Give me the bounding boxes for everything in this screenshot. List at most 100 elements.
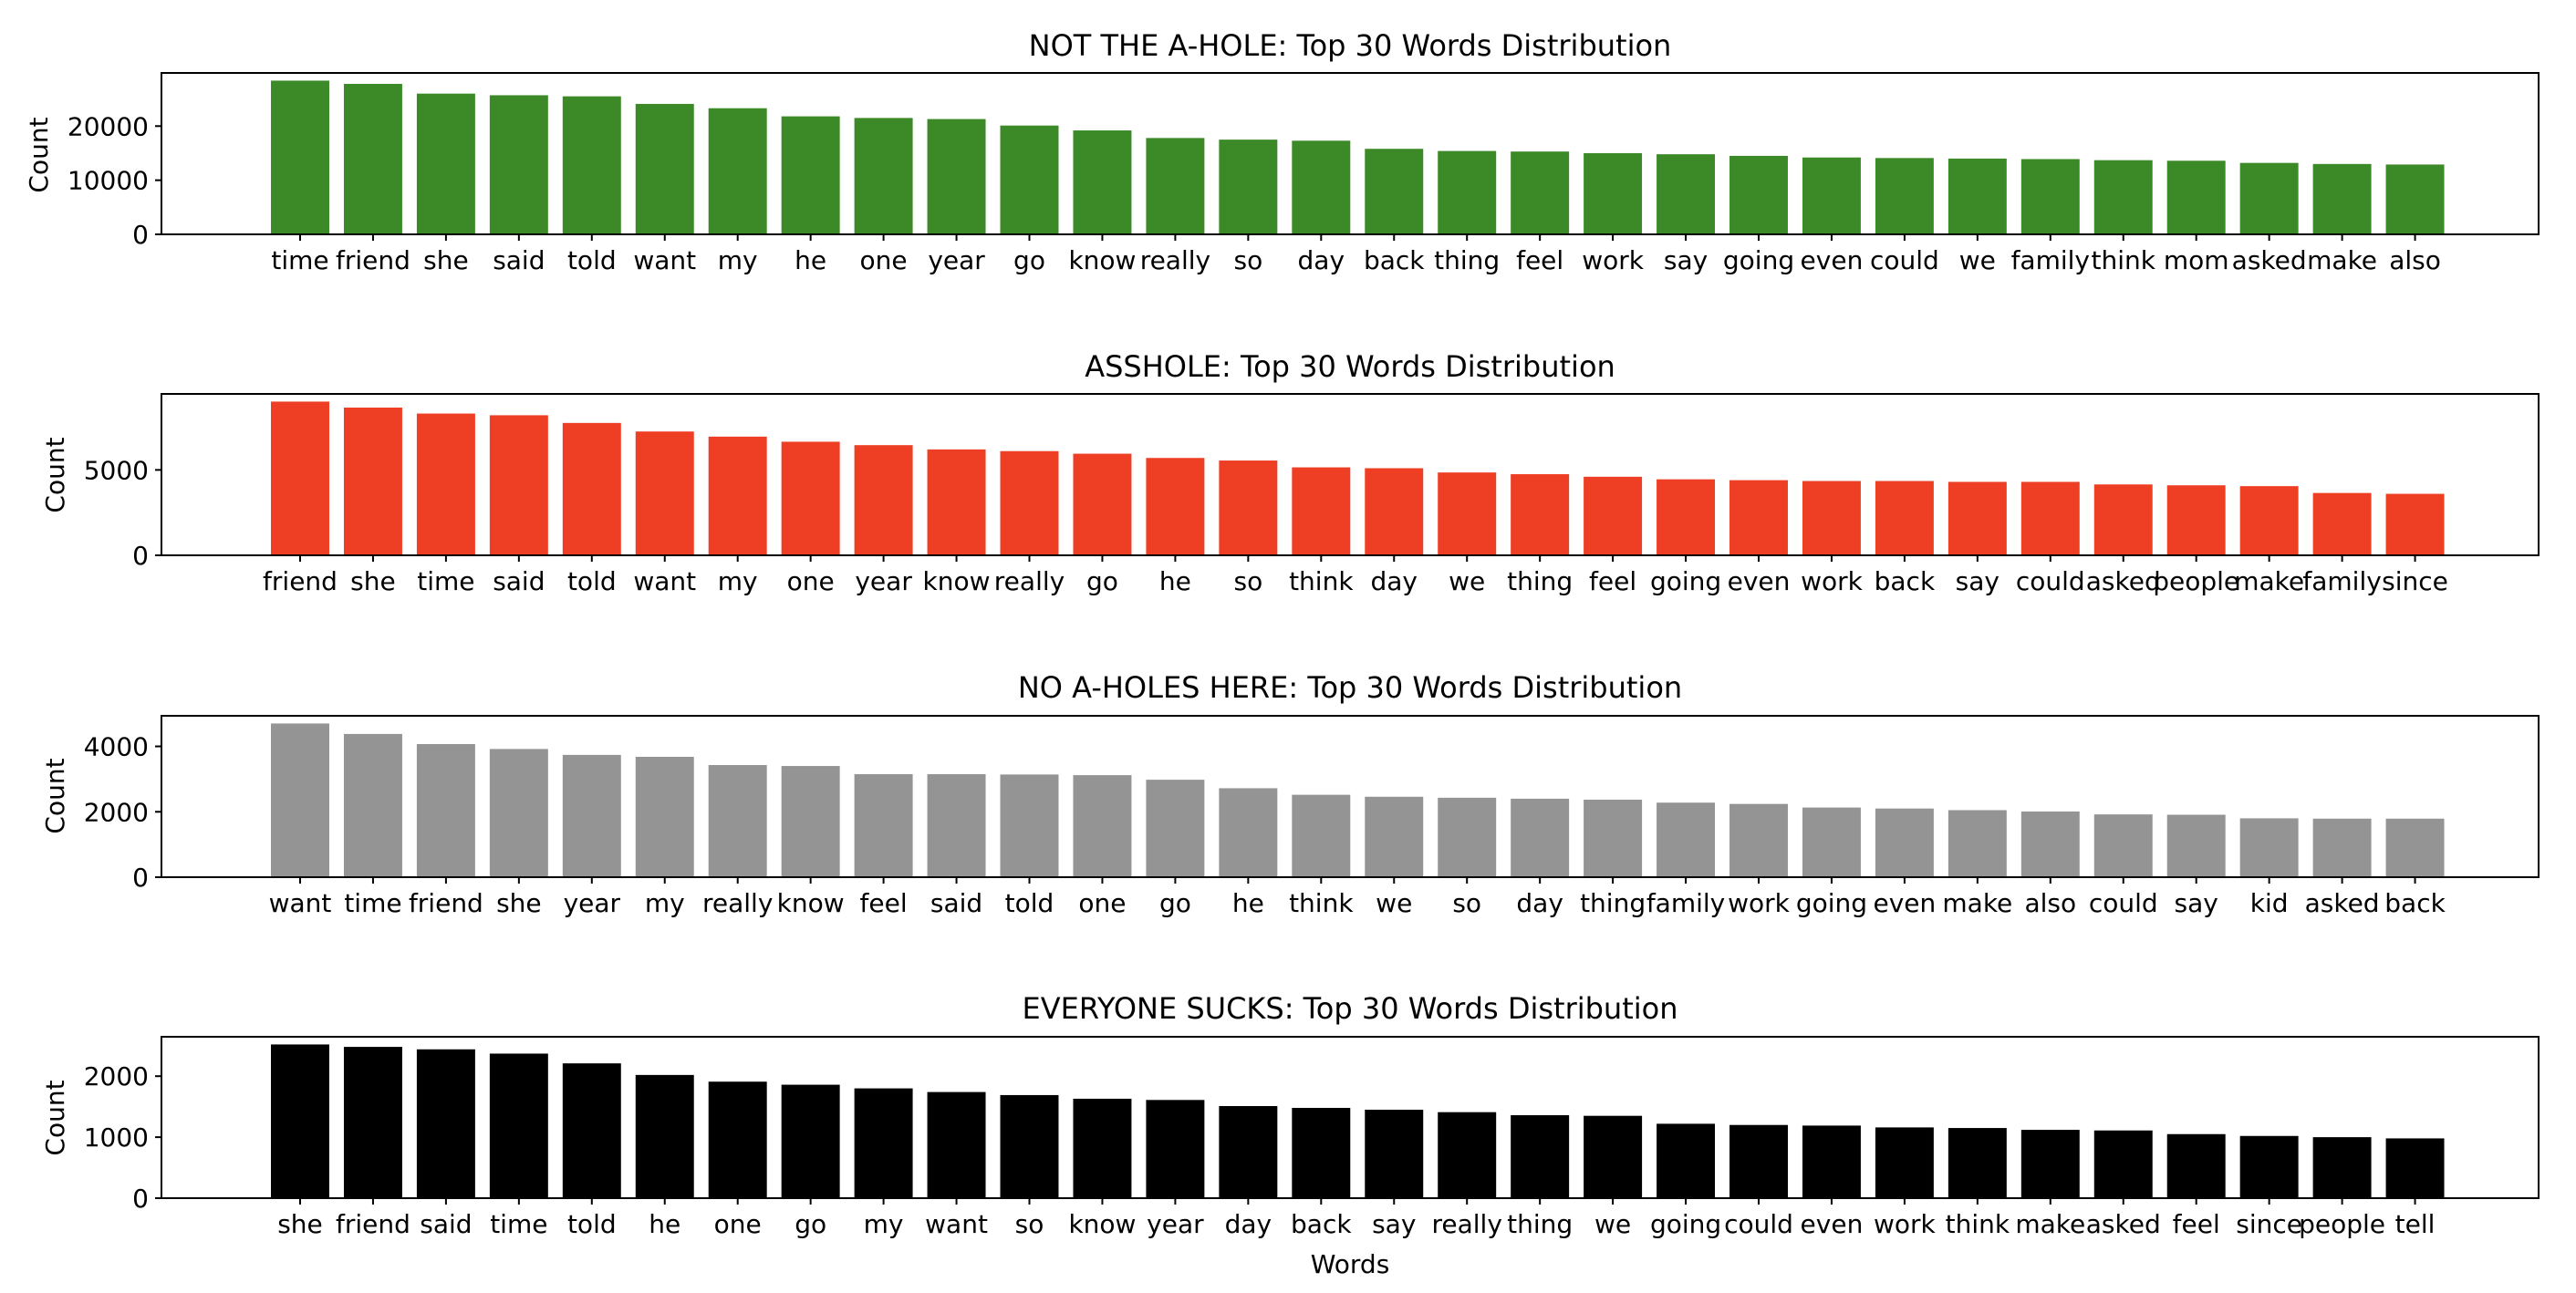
- x-tick-label: my: [864, 1209, 904, 1239]
- bar-we: [1948, 158, 2007, 234]
- bar-told: [562, 422, 621, 555]
- x-tick-label: feel: [2173, 1209, 2220, 1239]
- bar-people: [2312, 1137, 2372, 1198]
- x-tick-label: even: [1801, 245, 1864, 275]
- panel-not-the-a-hole: NOT THE A-HOLE: Top 30 Words Distributio…: [24, 28, 2540, 275]
- x-tick-label: one: [714, 1209, 762, 1239]
- bar-one: [708, 1081, 767, 1198]
- bar-said: [489, 95, 548, 234]
- x-tick-label: said: [493, 566, 545, 596]
- bar-asked: [2093, 1130, 2153, 1198]
- x-tick-label: going: [1723, 245, 1794, 275]
- bar-she: [416, 93, 475, 234]
- x-tick-label: told: [567, 245, 617, 275]
- x-tick-label: time: [417, 566, 474, 596]
- x-tick-label: my: [718, 245, 758, 275]
- x-tick-label: so: [1233, 566, 1262, 596]
- bar-year: [927, 119, 986, 234]
- bar-could: [2093, 814, 2153, 877]
- x-tick-label: day: [1516, 888, 1563, 918]
- bar-people: [2166, 485, 2226, 555]
- bar-thing: [1511, 474, 1570, 555]
- x-tick-label: friend: [263, 566, 338, 596]
- bar-really: [1146, 138, 1205, 234]
- axes-frame: [161, 72, 2540, 235]
- bar-going: [1802, 807, 1861, 877]
- x-tick-label: really: [702, 888, 773, 918]
- bar-one: [1073, 775, 1132, 877]
- bars: [271, 723, 2445, 877]
- x-tick-label: think: [1946, 1209, 2010, 1239]
- bar-go: [1146, 780, 1205, 877]
- bar-know: [1073, 130, 1132, 234]
- y-axis: 0 5000: [84, 455, 161, 571]
- x-tick-label: so: [1452, 888, 1481, 918]
- bar-time: [489, 1053, 548, 1198]
- bar-work: [1729, 803, 1788, 877]
- x-axis: friend she time said told want my one year know re…: [263, 555, 2448, 596]
- x-tick-label: since: [2382, 566, 2448, 596]
- bar-want: [271, 723, 329, 877]
- bar-my: [708, 436, 767, 555]
- x-tick-label: asked: [2305, 888, 2380, 918]
- bar-going: [1729, 155, 1788, 234]
- x-tick-label: day: [1225, 1209, 1272, 1239]
- x-tick-label: back: [2384, 888, 2446, 918]
- bar-feel: [1584, 476, 1643, 555]
- bar-say: [1657, 154, 1716, 234]
- x-tick-label: year: [564, 888, 621, 918]
- bar-really: [708, 764, 767, 877]
- y-axis-label: Count: [24, 117, 54, 192]
- x-tick-label: going: [1650, 566, 1721, 596]
- bar-he: [1219, 788, 1278, 877]
- bar-could: [2020, 481, 2080, 555]
- x-tick-label: day: [1298, 245, 1345, 275]
- bar-asked: [2312, 818, 2372, 877]
- x-tick-label: make: [2015, 1209, 2085, 1239]
- bar-friend: [416, 744, 475, 877]
- x-tick-label: say: [1956, 566, 2000, 596]
- x-tick-label: think: [2092, 245, 2156, 275]
- y-tick-label: 0: [132, 1184, 149, 1214]
- x-tick-label: family: [1646, 888, 1725, 918]
- bar-family: [1657, 802, 1716, 877]
- bar-thing: [1584, 800, 1643, 877]
- x-axis: she friend said time told he one go my want so know…: [277, 1198, 2435, 1239]
- bar-told: [1000, 774, 1059, 877]
- bar-one: [854, 118, 913, 234]
- bar-make: [1948, 810, 2007, 877]
- x-tick-label: thing: [1580, 888, 1646, 918]
- bar-know: [1073, 1098, 1132, 1198]
- bar-go: [1073, 453, 1132, 555]
- axes-frame: [161, 715, 2540, 878]
- x-tick-label: one: [787, 566, 835, 596]
- x-tick-label: thing: [1507, 1209, 1573, 1239]
- bar-going: [1657, 1123, 1716, 1198]
- y-tick-label: 4000: [84, 732, 149, 762]
- x-tick-label: go: [795, 1209, 826, 1239]
- bar-could: [1729, 1124, 1788, 1198]
- bar-want: [635, 103, 694, 234]
- y-axis: 0 2000 4000: [84, 732, 161, 893]
- x-tick-label: asked: [2086, 1209, 2161, 1239]
- x-tick-label: even: [1728, 566, 1791, 596]
- bar-say: [1365, 1110, 1424, 1198]
- bar-asked: [2093, 484, 2153, 555]
- bar-want: [635, 431, 694, 555]
- y-tick-label: 0: [132, 541, 149, 571]
- x-tick-label: work: [1874, 1209, 1937, 1239]
- panel-asshole: ASSHOLE: Top 30 Words Distribution Count…: [40, 349, 2540, 596]
- bar-thing: [1438, 150, 1497, 234]
- bar-say: [2166, 814, 2226, 877]
- x-tick-label: make: [1942, 888, 2012, 918]
- bar-friend: [271, 401, 329, 555]
- bar-day: [1511, 798, 1570, 877]
- bar-he: [1146, 458, 1205, 555]
- bar-could: [1875, 158, 1934, 234]
- x-tick-label: said: [420, 1209, 472, 1239]
- x-tick-label: she: [496, 888, 542, 918]
- bar-make: [2020, 1130, 2080, 1198]
- x-tick-label: work: [1728, 888, 1791, 918]
- x-tick-label: tell: [2395, 1209, 2436, 1239]
- x-tick-label: she: [423, 245, 469, 275]
